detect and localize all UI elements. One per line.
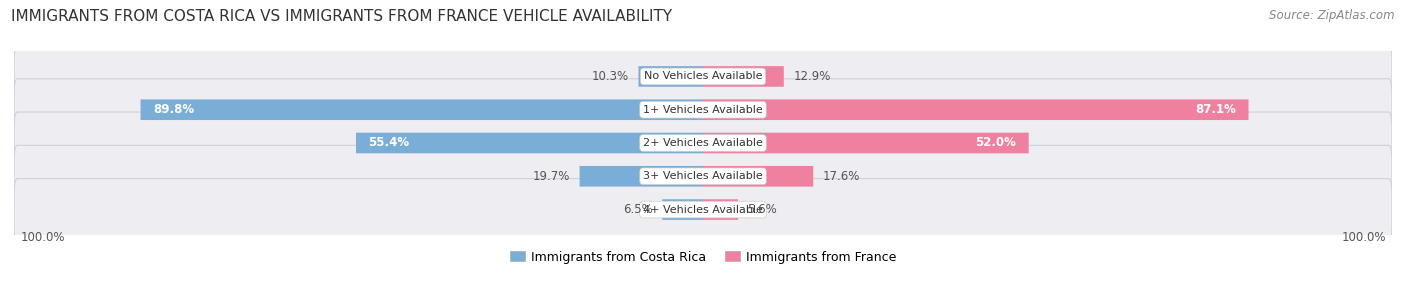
FancyBboxPatch shape — [141, 100, 703, 120]
Text: No Vehicles Available: No Vehicles Available — [644, 72, 762, 82]
Text: 3+ Vehicles Available: 3+ Vehicles Available — [643, 171, 763, 181]
FancyBboxPatch shape — [14, 145, 1392, 207]
Text: 87.1%: 87.1% — [1195, 103, 1236, 116]
Text: Source: ZipAtlas.com: Source: ZipAtlas.com — [1270, 9, 1395, 21]
Text: 52.0%: 52.0% — [976, 136, 1017, 150]
Text: 4+ Vehicles Available: 4+ Vehicles Available — [643, 204, 763, 214]
Text: 12.9%: 12.9% — [793, 70, 831, 83]
FancyBboxPatch shape — [14, 79, 1392, 141]
FancyBboxPatch shape — [356, 133, 703, 153]
FancyBboxPatch shape — [703, 166, 813, 186]
Text: IMMIGRANTS FROM COSTA RICA VS IMMIGRANTS FROM FRANCE VEHICLE AVAILABILITY: IMMIGRANTS FROM COSTA RICA VS IMMIGRANTS… — [11, 9, 672, 23]
Text: 5.6%: 5.6% — [748, 203, 778, 216]
Legend: Immigrants from Costa Rica, Immigrants from France: Immigrants from Costa Rica, Immigrants f… — [505, 246, 901, 269]
Text: 55.4%: 55.4% — [368, 136, 409, 150]
FancyBboxPatch shape — [579, 166, 703, 186]
Text: 6.5%: 6.5% — [623, 203, 652, 216]
Text: 100.0%: 100.0% — [20, 231, 65, 244]
Text: 100.0%: 100.0% — [1341, 231, 1386, 244]
FancyBboxPatch shape — [14, 112, 1392, 174]
Text: 2+ Vehicles Available: 2+ Vehicles Available — [643, 138, 763, 148]
FancyBboxPatch shape — [662, 199, 703, 220]
Text: 10.3%: 10.3% — [592, 70, 628, 83]
FancyBboxPatch shape — [703, 133, 1029, 153]
FancyBboxPatch shape — [703, 66, 783, 87]
FancyBboxPatch shape — [703, 199, 738, 220]
FancyBboxPatch shape — [638, 66, 703, 87]
FancyBboxPatch shape — [14, 179, 1392, 241]
Text: 19.7%: 19.7% — [533, 170, 571, 183]
Text: 89.8%: 89.8% — [153, 103, 194, 116]
FancyBboxPatch shape — [14, 45, 1392, 107]
Text: 1+ Vehicles Available: 1+ Vehicles Available — [643, 105, 763, 115]
FancyBboxPatch shape — [703, 100, 1249, 120]
Text: 17.6%: 17.6% — [823, 170, 860, 183]
